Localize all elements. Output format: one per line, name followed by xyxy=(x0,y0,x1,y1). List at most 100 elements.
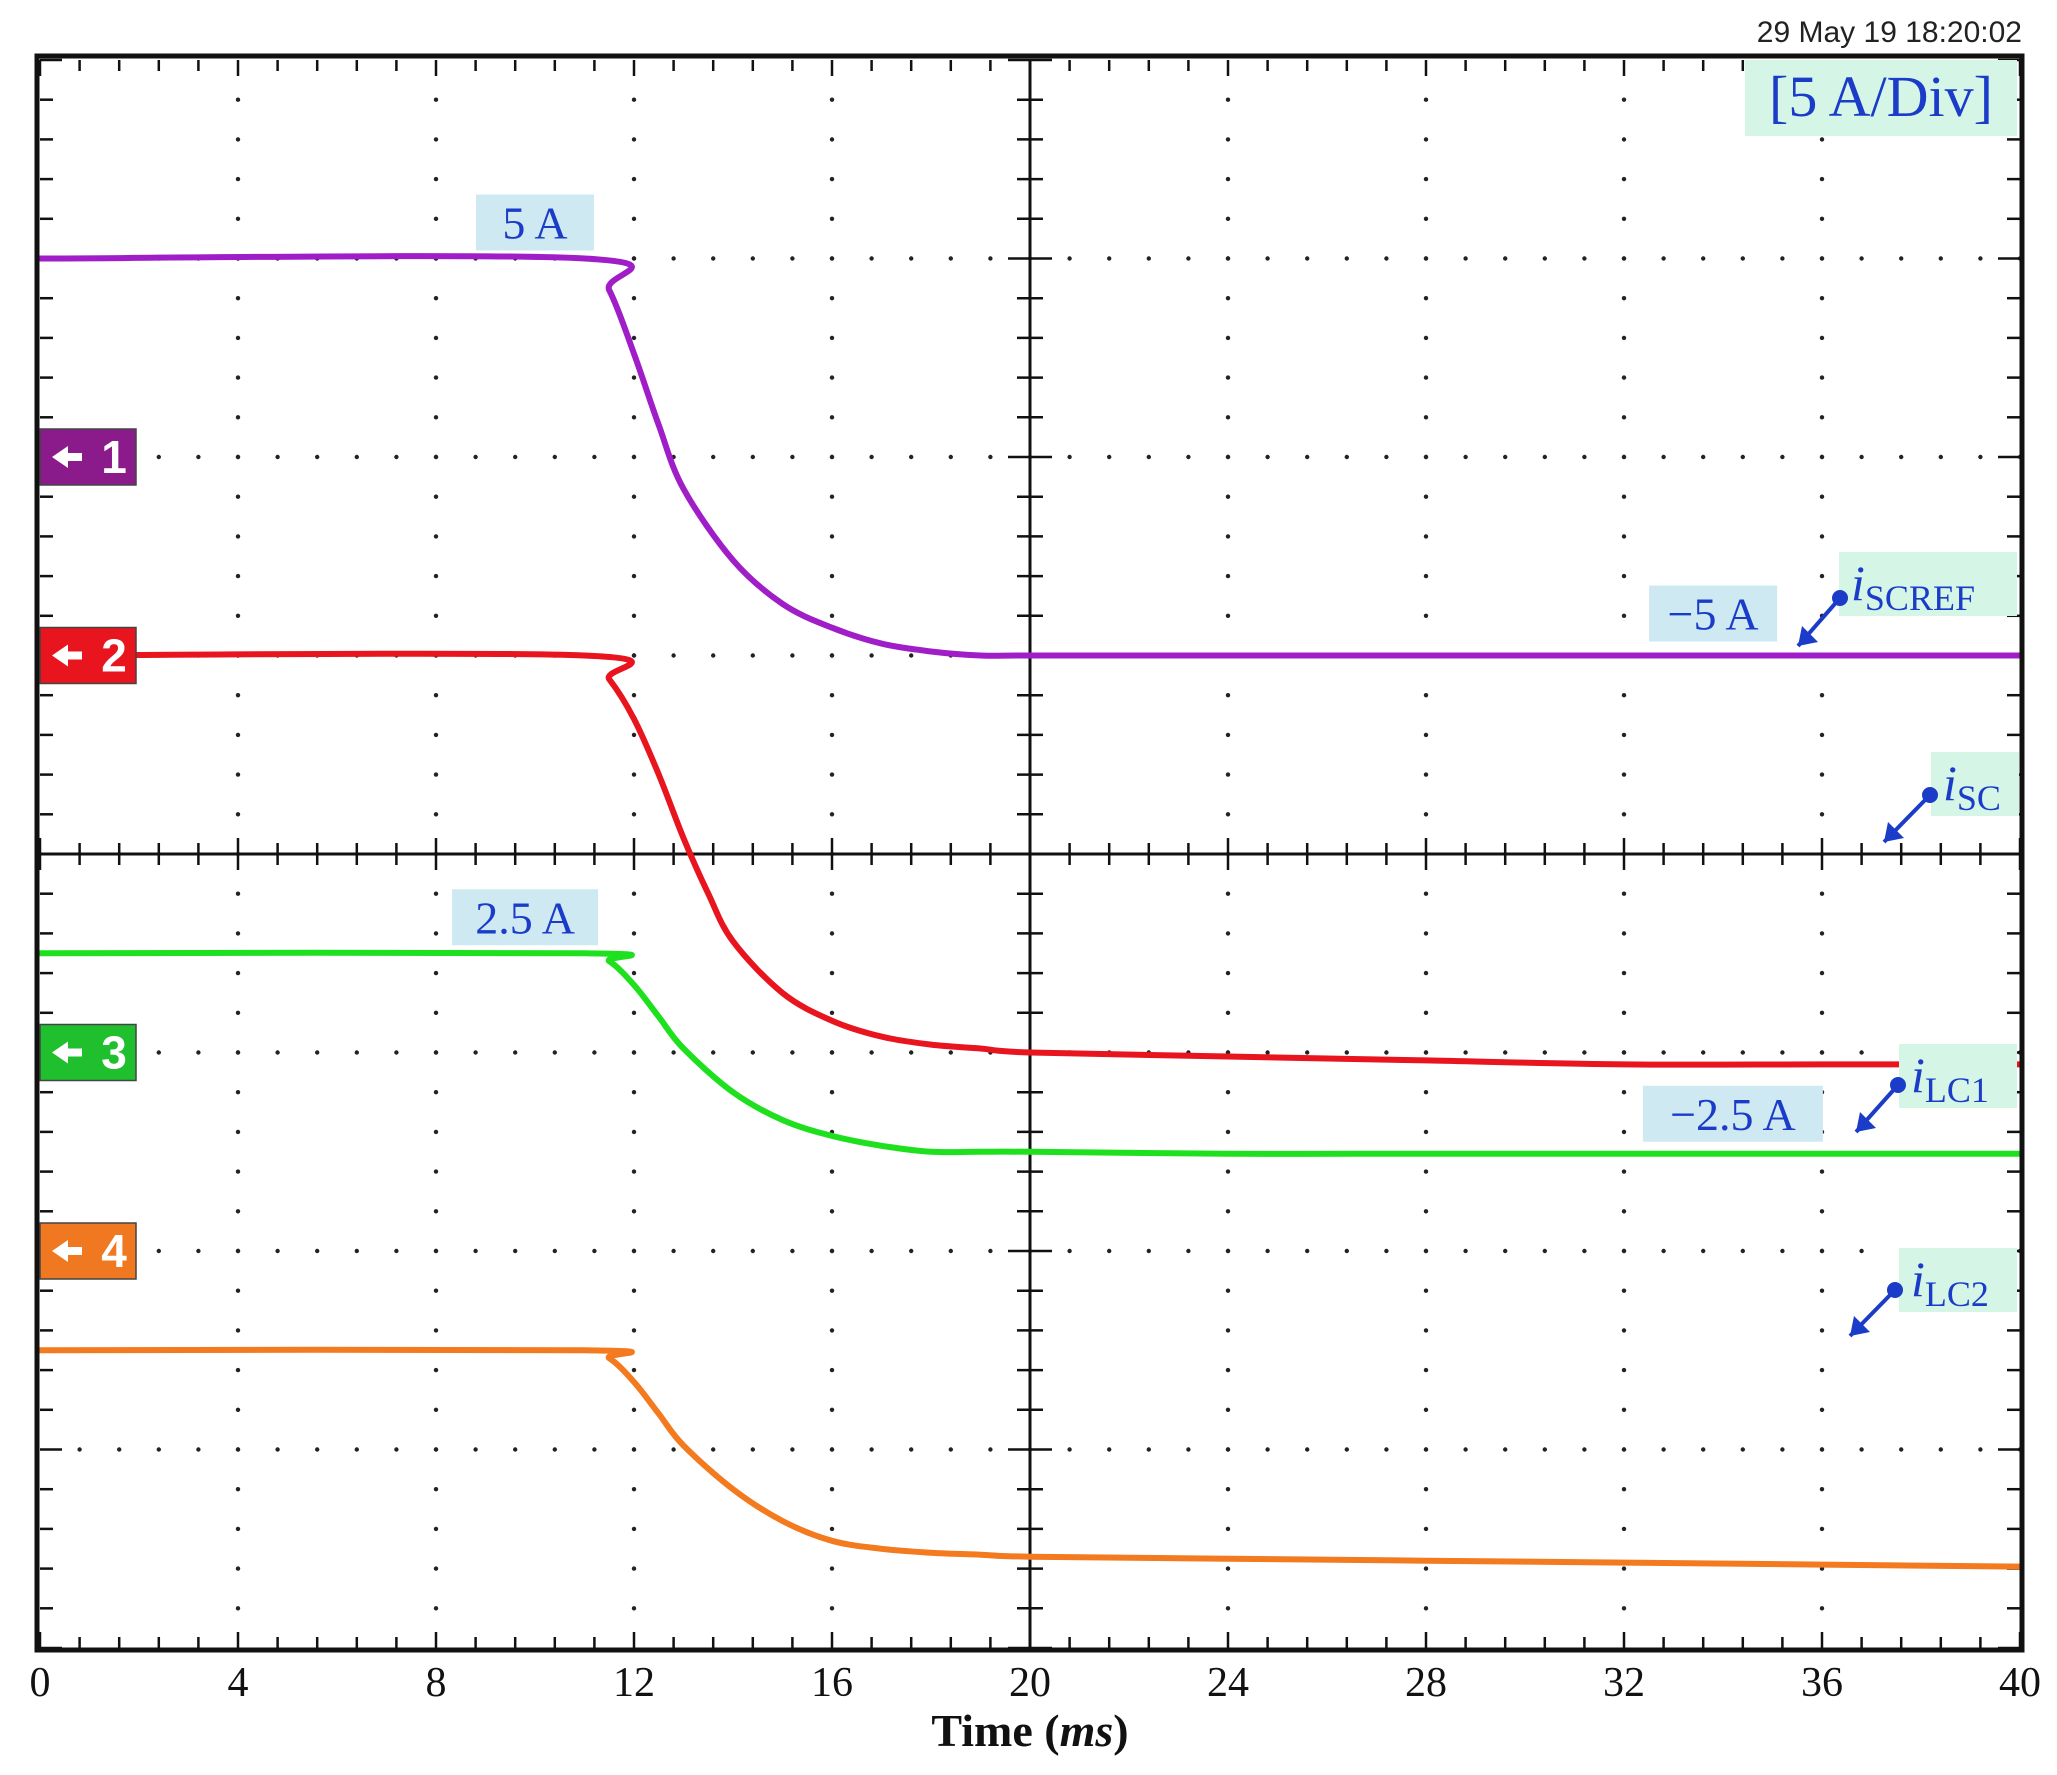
grid-dot xyxy=(513,1248,518,1254)
grid-dot xyxy=(829,970,835,976)
grid-dot xyxy=(235,1328,241,1333)
grid-dot xyxy=(1423,931,1429,936)
grid-dot xyxy=(1225,1526,1231,1532)
grid-dot xyxy=(1305,1050,1310,1055)
grid-dot xyxy=(1819,970,1825,976)
grid-dot xyxy=(631,1209,637,1214)
grid-dot xyxy=(1582,454,1587,460)
grid-dot xyxy=(235,534,241,539)
grid-dot xyxy=(631,137,637,142)
grid-dot xyxy=(1423,176,1429,182)
grid-dot xyxy=(631,97,637,102)
grid-dot xyxy=(592,1050,597,1055)
grid-dot xyxy=(1423,1248,1429,1254)
traces xyxy=(37,253,2023,1570)
x-tick-label: 8 xyxy=(426,1660,447,1706)
grid-dot xyxy=(1305,1248,1310,1254)
grid-dot xyxy=(631,1447,637,1452)
grid-dot xyxy=(235,415,241,420)
grid-dot xyxy=(1780,1447,1785,1452)
grid-dot xyxy=(1780,454,1785,460)
grid-dot xyxy=(235,494,241,499)
grid-dot xyxy=(631,1129,637,1135)
grid-dot xyxy=(1423,97,1429,102)
grid-dot xyxy=(631,1248,637,1254)
grid-dot xyxy=(631,613,637,618)
grid-dot xyxy=(1423,812,1429,817)
grid-dot xyxy=(433,1129,439,1135)
grid-dot xyxy=(1978,256,1983,261)
grid-dot xyxy=(829,1526,835,1532)
arrow-left-icon xyxy=(52,1240,82,1262)
trace-sc xyxy=(37,650,2023,1068)
grid-dot xyxy=(433,137,439,142)
grid-dot xyxy=(829,1010,835,1015)
grid-dot xyxy=(1384,1248,1389,1254)
grid-dot xyxy=(1305,454,1310,460)
grid-dot xyxy=(1225,1209,1231,1214)
grid-dot xyxy=(394,1447,399,1452)
grid-dot xyxy=(1384,1050,1389,1055)
grid-dot xyxy=(631,216,637,221)
x-tick-label: 0 xyxy=(30,1660,51,1706)
grid-dot xyxy=(988,256,993,261)
grid-dot xyxy=(1621,1447,1627,1452)
scale-label: [5 A/Div] xyxy=(1769,64,1993,129)
grid-dot xyxy=(829,1367,835,1373)
grid-dot xyxy=(948,256,953,261)
grid-dot xyxy=(909,454,914,460)
grid-dot xyxy=(235,375,241,380)
grid-dot xyxy=(433,415,439,420)
grid-dot xyxy=(829,732,835,738)
x-tick-label: 12 xyxy=(613,1660,655,1706)
grid-dot xyxy=(1819,812,1825,817)
grid-dot xyxy=(829,1328,835,1333)
grid-dot xyxy=(671,256,676,261)
grid-dot xyxy=(631,1010,637,1015)
grid-dot xyxy=(552,1447,557,1452)
grid-dot xyxy=(1661,454,1666,460)
grid-dot xyxy=(1225,454,1231,460)
grid-dot xyxy=(631,693,637,698)
grid-dot xyxy=(631,1050,637,1055)
grid-dot xyxy=(909,653,914,658)
series-label-lc1: iLC1 xyxy=(1854,1044,2017,1134)
arrow-icon xyxy=(1856,1112,1876,1132)
grid-dot xyxy=(1225,176,1231,182)
grid-dot xyxy=(433,573,439,579)
grid-dot xyxy=(829,772,835,777)
timestamp: 29 May 19 18:20:02 xyxy=(1757,16,2022,49)
grid-dot xyxy=(829,1447,835,1452)
grid-dot xyxy=(829,1209,835,1214)
grid-dot xyxy=(829,573,835,579)
grid-dot xyxy=(1938,1447,1944,1452)
grid-dot xyxy=(1740,1050,1746,1055)
x-tick-label: 4 xyxy=(228,1660,249,1706)
level-annotation: 2.5 A xyxy=(452,889,599,946)
grid-dot xyxy=(235,1407,241,1413)
grid-dot xyxy=(1503,1248,1508,1254)
grid-dot xyxy=(1621,415,1627,420)
grid-dot xyxy=(1819,1328,1825,1333)
series-label-sc: iSC xyxy=(1882,752,2019,844)
grid-dot xyxy=(1819,1248,1825,1254)
grid-dot xyxy=(1740,1447,1746,1452)
grid-dot xyxy=(433,1487,439,1492)
grid-dot xyxy=(1265,1447,1270,1452)
grid-dot xyxy=(1463,256,1468,261)
grid-dot xyxy=(1819,375,1825,380)
grid-dot xyxy=(1542,1447,1548,1452)
grid-dot xyxy=(1186,256,1191,261)
arrow-icon xyxy=(1884,822,1904,842)
grid-dot xyxy=(1621,375,1627,380)
grid-dot xyxy=(433,1367,439,1373)
grid-dot xyxy=(1819,176,1825,182)
grid-dot xyxy=(592,1447,597,1452)
grid-dot xyxy=(235,1447,241,1452)
grid-dot xyxy=(1621,534,1627,539)
grid-dot xyxy=(829,375,835,380)
grid-dot xyxy=(1225,613,1231,618)
grid-dot xyxy=(235,931,241,936)
grid-dot xyxy=(829,256,835,261)
grid-dot xyxy=(1423,1288,1429,1293)
